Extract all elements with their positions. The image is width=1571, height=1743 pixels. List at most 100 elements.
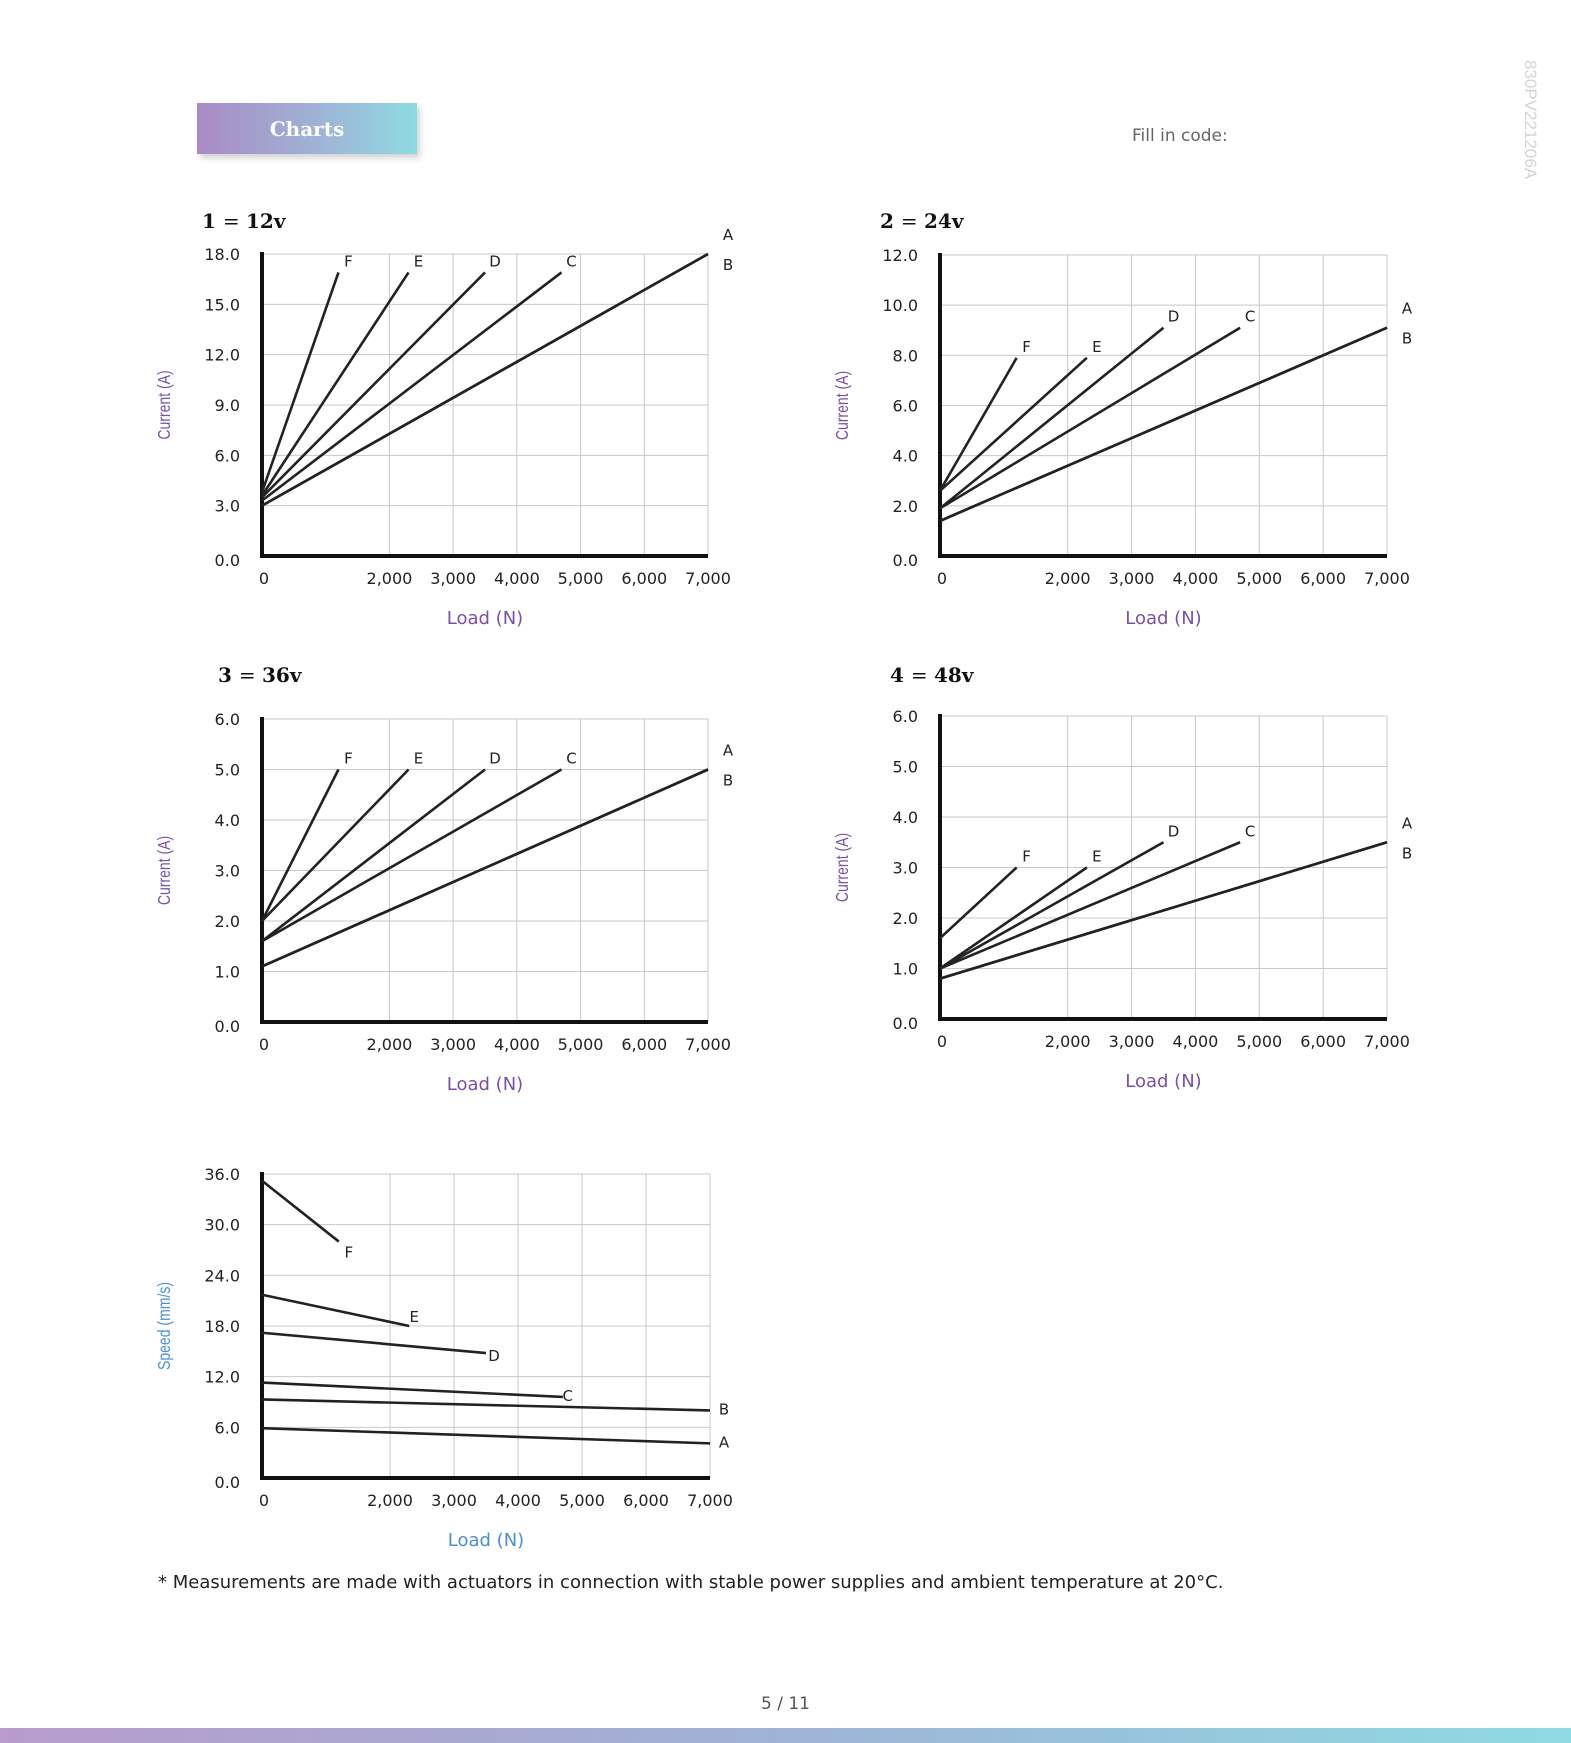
x-tick-label: 6,000 (621, 569, 667, 588)
series-line-A (261, 1426, 711, 1445)
x-tick-label: 3,000 (430, 569, 476, 588)
series-line-D (261, 768, 486, 943)
chart-title: 4 = 48v (890, 663, 975, 687)
document-code: 830PV22120​6A (1521, 60, 1540, 180)
x-tick-label: 2,000 (367, 1035, 413, 1054)
series-label-B: B (723, 256, 733, 274)
x-tick-label: 7,000 (687, 1491, 733, 1510)
y-tick-label: 3.0 (893, 859, 918, 878)
series-label-B: B (723, 772, 733, 790)
series-label-E: E (409, 1308, 418, 1326)
y-tick-label: 6.0 (893, 397, 918, 416)
series-label-F: F (344, 1244, 353, 1262)
y-tick-label: 10.0 (882, 296, 918, 315)
series-label-D: D (1168, 308, 1180, 326)
x-tick-label: 2,000 (1045, 1032, 1091, 1051)
y-axis-label: Current (A) (154, 836, 174, 905)
y-tick-label: 12.0 (204, 346, 240, 365)
series-label-C: C (563, 1387, 573, 1405)
y-tick-label: 2.0 (893, 497, 918, 516)
series-line-C (261, 768, 563, 943)
y-tick-label: 9.0 (215, 396, 240, 415)
series-label-E: E (1092, 338, 1101, 356)
series-label-C: C (1245, 308, 1255, 326)
series-label-F: F (344, 252, 353, 270)
y-tick-label: 3.0 (215, 497, 240, 516)
series-label-B: B (1402, 844, 1412, 862)
x-axis-label: Load (N) (447, 1074, 523, 1095)
y-tick-label: 5.0 (215, 761, 240, 780)
series-line-C (939, 326, 1241, 510)
y-tick-label: 0.0 (893, 551, 918, 570)
x-axis-label: Load (N) (1125, 608, 1201, 629)
x-tick-label: 3,000 (1109, 1032, 1155, 1051)
series-line-F (260, 768, 340, 922)
y-tick-label: 1.0 (215, 963, 240, 982)
series-line-E (260, 271, 410, 497)
series-label-A: A (723, 742, 734, 760)
x-tick-label: 4,000 (495, 1491, 541, 1510)
series-label-F: F (344, 750, 353, 768)
series-line-B (261, 252, 709, 507)
series-line-D (261, 1331, 487, 1355)
y-tick-label: 2.0 (215, 912, 240, 931)
series-line-B (261, 1398, 711, 1412)
y-tick-label: 3.0 (215, 862, 240, 881)
x-tick-label: 5,000 (558, 1035, 604, 1054)
x-tick-label: 5,000 (558, 569, 604, 588)
series-label-F: F (1022, 338, 1031, 356)
y-tick-label: 12.0 (882, 246, 918, 265)
series-label-C: C (1245, 822, 1255, 840)
x-tick-label: 4,000 (1173, 569, 1219, 588)
y-axis-label: Current (A) (154, 370, 174, 439)
series-line-B (261, 768, 709, 968)
series-label-D: D (489, 750, 501, 768)
x-tick-label: 5,000 (559, 1491, 605, 1510)
series-label-F: F (1022, 848, 1031, 866)
x-tick-label: 0 (937, 569, 947, 588)
x-axis-label: Load (N) (448, 1530, 524, 1551)
y-tick-label: 5.0 (893, 758, 918, 777)
series-line-F (261, 1179, 340, 1243)
chart-title: 1 = 12v (202, 209, 287, 233)
x-tick-label: 3,000 (431, 1491, 477, 1510)
y-tick-label: 24.0 (204, 1266, 240, 1285)
x-tick-label: 7,000 (1364, 1032, 1410, 1051)
chart-title: 2 = 24v (880, 209, 965, 233)
series-line-E (261, 768, 410, 922)
x-tick-label: 4,000 (494, 569, 540, 588)
y-tick-label: 30.0 (204, 1216, 240, 1235)
series-line-D (939, 326, 1165, 510)
series-label-B: B (719, 1400, 729, 1418)
x-tick-label: 4,000 (494, 1035, 540, 1054)
y-tick-label: 4.0 (893, 447, 918, 466)
y-tick-label: 0.0 (893, 1014, 918, 1033)
series-label-E: E (414, 750, 423, 768)
x-tick-label: 0 (259, 569, 269, 588)
x-tick-label: 3,000 (430, 1035, 476, 1054)
series-line-C (939, 841, 1241, 970)
x-tick-label: 2,000 (367, 1491, 413, 1510)
series-label-D: D (1168, 822, 1180, 840)
series-line-E (939, 866, 1088, 970)
y-tick-label: 36.0 (204, 1165, 240, 1184)
x-tick-label: 6,000 (1300, 1032, 1346, 1051)
x-tick-label: 2,000 (1045, 569, 1091, 588)
y-tick-label: 0.0 (215, 551, 240, 570)
series-line-E (261, 1293, 410, 1328)
series-line-F (938, 357, 1018, 492)
series-line-E (939, 356, 1088, 492)
x-tick-label: 7,000 (685, 569, 731, 588)
chart-title: 3 = 36v (218, 663, 303, 687)
x-axis-label: Load (N) (447, 608, 523, 629)
y-tick-label: 2.0 (893, 909, 918, 928)
series-line-C (261, 1381, 563, 1399)
series-label-A: A (719, 1433, 730, 1451)
y-tick-label: 6.0 (215, 710, 240, 729)
x-tick-label: 6,000 (1300, 569, 1346, 588)
y-tick-label: 0.0 (215, 1473, 240, 1492)
series-line-B (939, 326, 1388, 523)
